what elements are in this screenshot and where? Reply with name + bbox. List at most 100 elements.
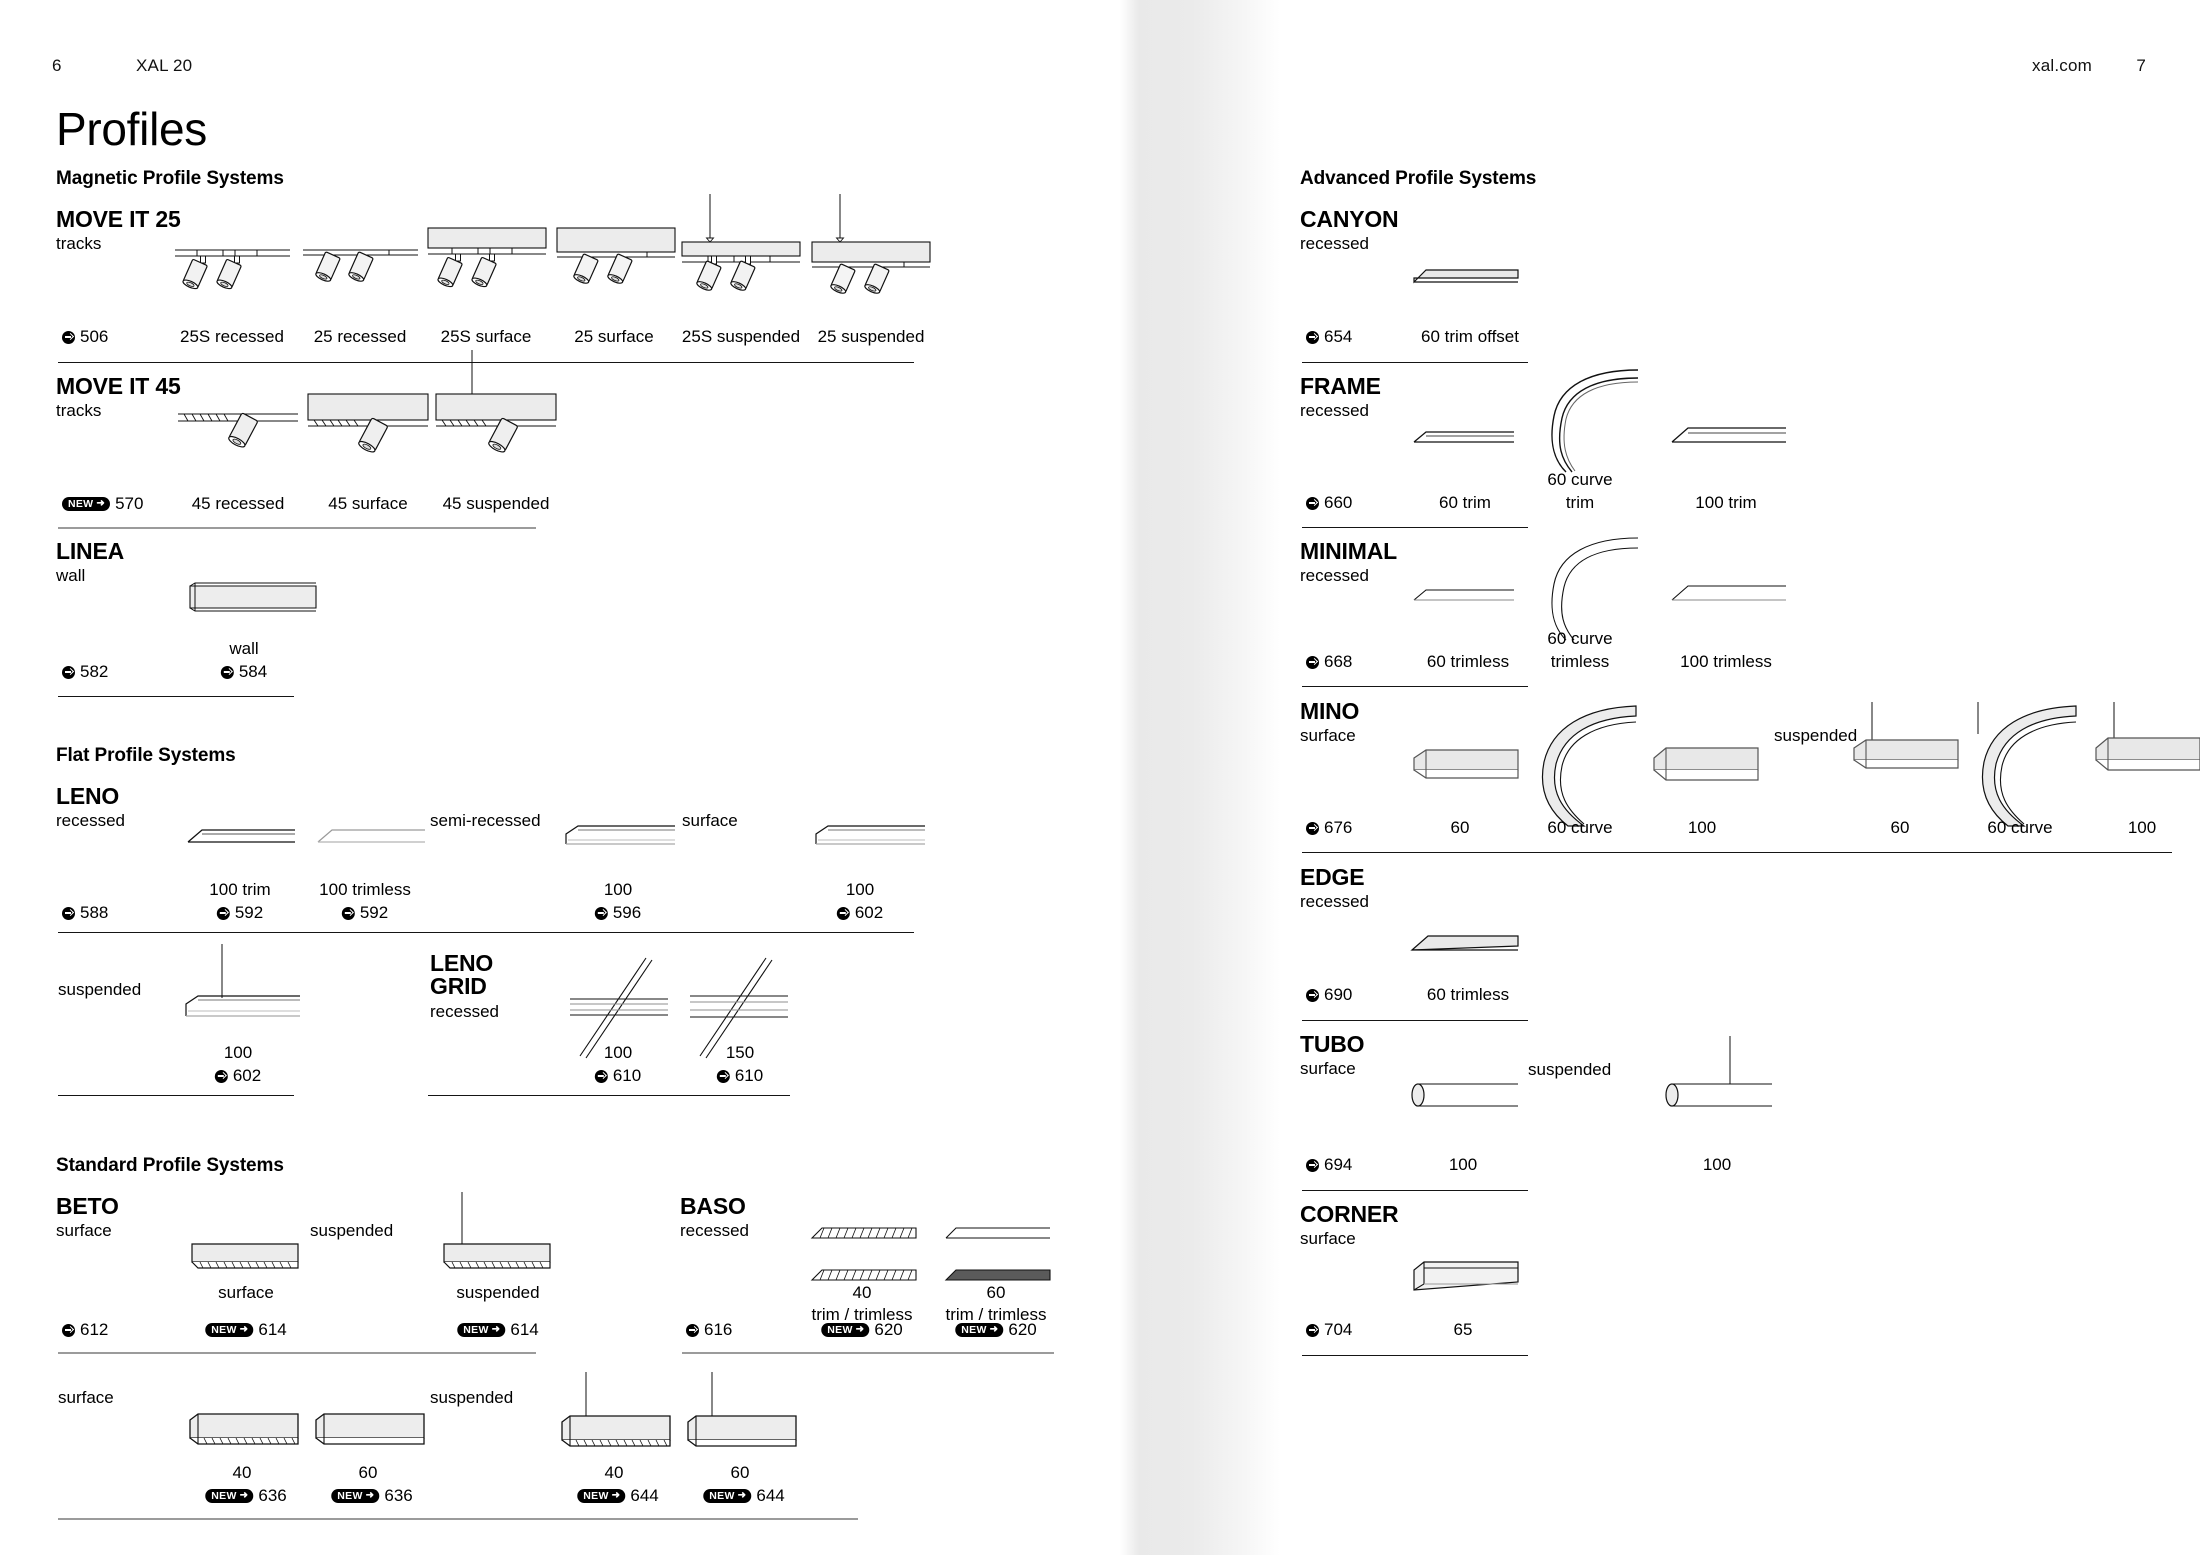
caption-minimal-60-curve-trimless: trimless [1550,652,1610,671]
drawing-edge-60-trimless [1408,930,1519,962]
label-beto-row2-surface: surface [58,1388,114,1407]
family-name-line1: LENO [430,950,494,976]
family-name: BASO [680,1193,746,1219]
right-page-number: 7 [2136,56,2146,75]
item-ref-602b[interactable]: 602 [214,1066,261,1086]
family-name: CANYON [1300,206,1399,232]
item-ref-636b[interactable]: NEW ➜ 636 [331,1486,413,1506]
caption-leno-grid-150: 150 [725,1043,755,1062]
family-ref-612[interactable]: 612 [62,1320,108,1340]
drawing-25s-suspended [681,190,801,308]
arrow-circle-icon [1306,496,1319,510]
arrow-circle-icon [1306,330,1319,344]
family-ref-668[interactable]: 668 [1306,652,1352,672]
item-ref-610a[interactable]: 610 [594,1066,641,1086]
item-ref-584[interactable]: 584 [220,662,267,682]
item-ref-610b[interactable]: 610 [716,1066,763,1086]
family-ref-588[interactable]: 588 [62,903,108,923]
new-badge: NEW ➜ [331,1489,380,1503]
item-ref-644b[interactable]: NEW ➜ 644 [703,1486,785,1506]
item-ref-644a[interactable]: NEW ➜ 644 [577,1486,659,1506]
drawing-baso-40-trim [808,1222,917,1252]
family-ref-694[interactable]: 694 [1306,1155,1352,1175]
caption-25s-surface: 25S surface [440,327,532,346]
arrow-circle-icon [1306,821,1319,835]
group-title-flat: Flat Profile Systems [56,745,236,766]
caption-leno-surface-100: 100 [845,880,875,899]
caption-beto-s40: 40 [232,1463,252,1482]
family-ref-676[interactable]: 676 [1306,818,1352,838]
group-title-magnetic: Magnetic Profile Systems [56,168,284,189]
divider [58,1518,858,1520]
new-badge: NEW ➜ [821,1323,870,1337]
arrow-circle-icon [216,906,230,920]
caption-leno-suspended-100: 100 [223,1043,253,1062]
item-ref-592b[interactable]: 592 [341,903,388,923]
caption-45-suspended: 45 suspended [442,494,550,513]
family-subtitle: recessed [1300,234,1369,254]
family-ref-582[interactable]: 582 [62,662,108,682]
item-ref-592a[interactable]: 592 [216,903,263,923]
family-subtitle: wall [56,566,86,586]
family-name: LENO [56,783,120,809]
arrow-circle-icon [341,906,355,920]
drawing-25-surface [556,226,676,306]
arrow-circle-icon [62,1323,75,1337]
new-badge: NEW ➜ [703,1489,752,1503]
drawing-25-recessed [303,236,418,306]
caption-frame-100-trim: 100 trim [1695,493,1757,512]
caption-edge-60-trimless: 60 trimless [1426,985,1510,1004]
drawing-baso-40-trimless [808,1264,917,1294]
item-ref-636a[interactable]: NEW ➜ 636 [205,1486,287,1506]
family-subtitle: surface [1300,1229,1356,1249]
arrow-right-icon: ➜ [239,1324,249,1335]
new-badge: NEW ➜ [62,497,111,511]
drawing-45-suspended [435,348,557,483]
family-subtitle: surface [56,1221,112,1241]
divider [1302,1190,1528,1191]
caption-25s-suspended: 25S suspended [681,327,801,346]
divider [58,527,536,529]
family-ref-654[interactable]: 654 [1306,327,1352,347]
arrow-right-icon: ➜ [365,1490,375,1501]
family-ref-506[interactable]: 506 [62,327,108,347]
family-ref-570[interactable]: NEW ➜ 570 [62,494,143,514]
divider [58,362,914,363]
right-header-site: xal.com [2032,56,2092,75]
item-ref-620a[interactable]: NEW ➜ 620 [821,1320,903,1340]
family-ref-660[interactable]: 660 [1306,493,1352,513]
caption-leno-100-trimless: 100 trimless [319,880,411,899]
drawing-leno-100-trimless [310,820,425,856]
family-subtitle: surface [1300,726,1356,746]
item-ref-620b[interactable]: NEW ➜ 620 [955,1320,1037,1340]
drawing-mino-surface-60-curve [1526,700,1637,830]
item-ref-614a[interactable]: NEW ➜ 614 [205,1320,287,1340]
arrow-circle-icon [594,1069,608,1083]
family-ref-690[interactable]: 690 [1306,985,1352,1005]
arrow-circle-icon [1306,988,1319,1002]
caption-mino-100: 100 [1687,818,1717,837]
drawing-leno-grid-100 [570,952,668,1062]
item-ref-596[interactable]: 596 [594,903,641,923]
family-edge: EDGE recessed [1300,864,1369,911]
caption-25-recessed: 25 recessed [313,327,407,346]
divider [1302,1355,1528,1356]
caption-tubo-100: 100 [1448,1155,1478,1174]
group-title-advanced: Advanced Profile Systems [1300,168,1537,189]
family-subtitle: recessed [430,1001,499,1021]
family-subtitle: tracks [56,234,102,254]
arrow-right-icon: ➜ [989,1324,999,1335]
divider [1302,686,1528,687]
caption-minimal-60-trimless: 60 trimless [1426,652,1510,671]
arrow-circle-icon [220,665,234,679]
family-baso: BASO recessed [680,1193,749,1240]
item-ref-614b[interactable]: NEW ➜ 614 [457,1320,539,1340]
family-ref-616[interactable]: 616 [686,1320,732,1340]
item-ref-602a[interactable]: 602 [836,903,883,923]
family-name: MOVE IT 45 [56,373,181,399]
group-title-standard: Standard Profile Systems [56,1155,284,1176]
family-name: TUBO [1300,1031,1365,1057]
left-header-brand: XAL 20 [136,56,193,75]
family-ref-704[interactable]: 704 [1306,1320,1352,1340]
family-name: EDGE [1300,864,1365,890]
